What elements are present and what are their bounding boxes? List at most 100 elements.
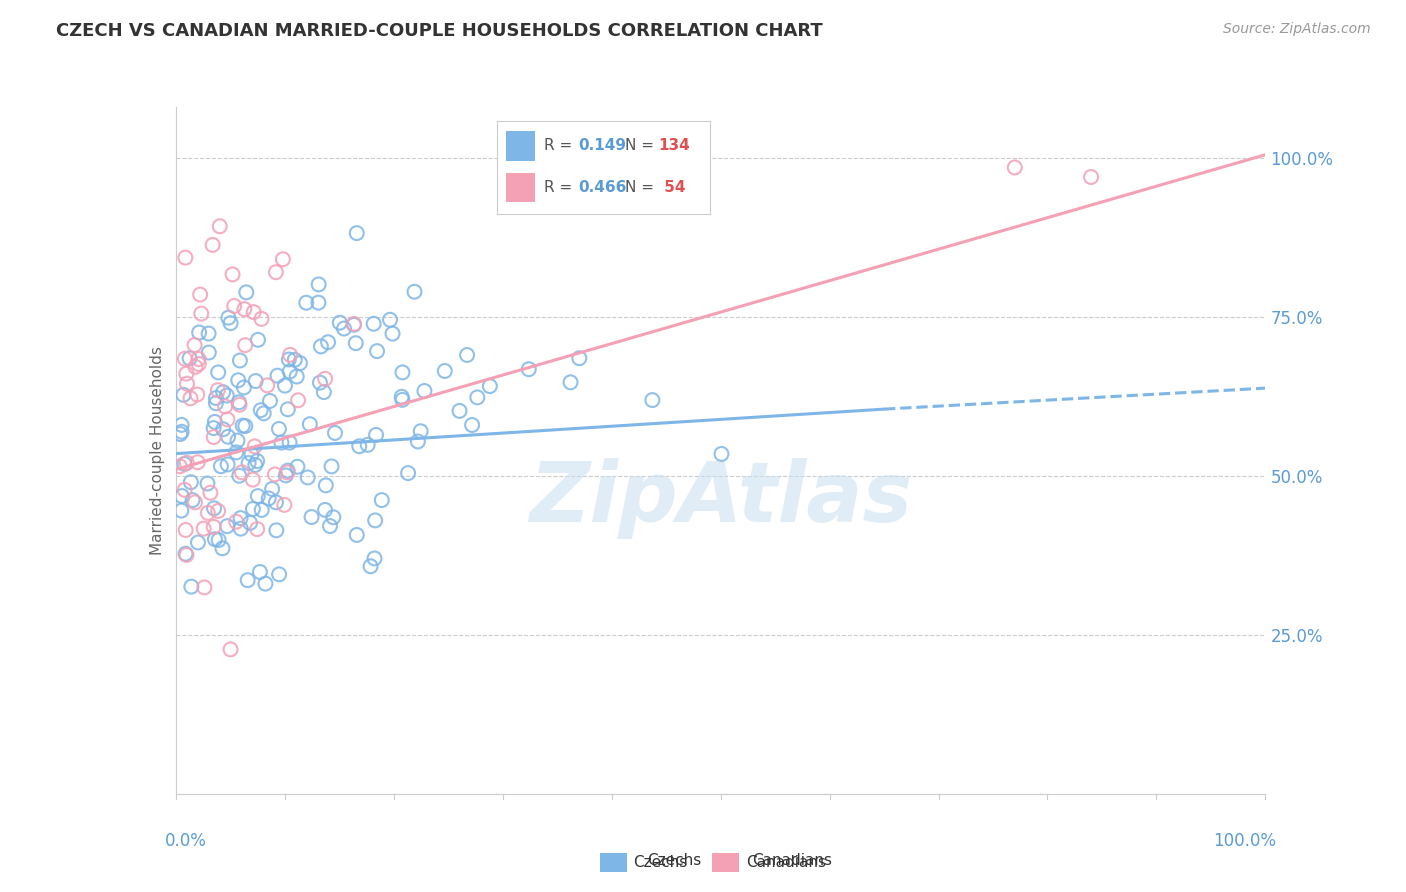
Point [360,559,382,574]
Point [271,252,294,267]
Point [184,359,207,374]
Text: Czechs: Czechs [647,854,702,868]
Point [219,642,242,657]
Point [205,391,228,405]
Point [270,435,292,450]
Point [309,376,332,390]
Point [198,345,221,359]
Point [246,454,269,468]
Point [262,482,284,496]
Point [1004,161,1026,175]
Point [179,351,201,366]
Point [228,398,250,412]
Point [207,504,229,518]
Point [250,503,273,517]
Point [319,519,342,533]
Point [176,376,198,391]
Point [467,391,489,405]
Point [197,476,219,491]
Point [226,373,249,387]
Point [276,466,298,480]
Text: 100.0%: 100.0% [1213,831,1277,850]
Point [187,352,209,367]
Point [239,516,262,530]
Point [343,318,366,332]
Point [250,311,273,326]
Point [173,483,195,497]
Point [329,316,352,330]
Point [180,580,202,594]
Point [173,351,195,366]
Point [232,380,254,394]
Text: CZECH VS CANADIAN MARRIED-COUPLE HOUSEHOLDS CORRELATION CHART: CZECH VS CANADIAN MARRIED-COUPLE HOUSEHO… [56,22,823,40]
Point [217,519,239,533]
Point [233,302,256,317]
Point [364,513,387,527]
Point [197,326,219,341]
Point [391,365,413,379]
Point [297,470,319,484]
Point [249,403,271,417]
Point [308,277,330,292]
Point [246,489,269,503]
Point [225,445,247,459]
Text: 0.0%: 0.0% [165,831,207,850]
Text: ZipAtlas: ZipAtlas [529,458,912,539]
Text: Source: ZipAtlas.com: Source: ZipAtlas.com [1223,22,1371,37]
Point [228,395,250,409]
Point [277,402,299,417]
Point [217,412,239,426]
Point [176,456,198,470]
Point [190,307,212,321]
Point [204,415,226,429]
Point [229,522,252,536]
Point [215,388,238,402]
Point [278,435,301,450]
Point [240,447,263,461]
Point [413,384,436,398]
Point [233,338,256,352]
Point [232,418,254,433]
Point [396,466,419,480]
Point [186,387,208,401]
Point [267,422,290,436]
Point [225,515,247,529]
Point [391,392,413,407]
Point [181,493,204,508]
Text: Canadians: Canadians [747,855,825,870]
Point [344,336,367,351]
Point [183,338,205,352]
Point [295,295,318,310]
Point [242,473,264,487]
Point [710,447,733,461]
Point [176,367,198,381]
Point [235,285,257,300]
Point [259,394,281,409]
Point [323,425,346,440]
Point [301,510,323,524]
Point [357,438,380,452]
Point [560,376,582,390]
Point [212,385,235,400]
Point [274,378,297,392]
Point [568,351,591,366]
Point [219,316,242,330]
Y-axis label: Married-couple Households: Married-couple Households [149,346,165,555]
Point [1080,169,1102,184]
Bar [713,853,740,872]
Point [249,565,271,579]
Point [257,491,280,506]
Point [641,393,664,408]
Point [224,299,246,313]
Point [226,434,249,448]
Point [187,535,209,549]
Point [285,369,308,384]
Point [314,503,336,517]
Point [207,533,229,547]
Point [242,502,264,516]
Text: Canadians: Canadians [752,854,832,868]
Point [174,251,197,265]
Point [212,422,235,436]
Point [173,457,195,471]
Point [221,268,243,282]
